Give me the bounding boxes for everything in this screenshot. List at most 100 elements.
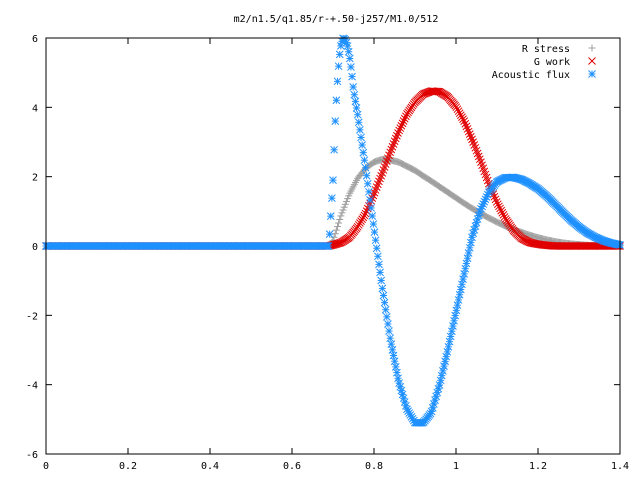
- data-point: [338, 209, 346, 217]
- data-point: [443, 348, 452, 356]
- data-point: [381, 305, 390, 314]
- data-point: [337, 212, 345, 220]
- data-point: [464, 249, 473, 257]
- data-point: [354, 118, 363, 127]
- y-tick-label: 4: [32, 103, 38, 114]
- data-point: [435, 381, 444, 389]
- data-point: [402, 112, 410, 121]
- data-point: [342, 197, 350, 205]
- data-point: [490, 192, 499, 201]
- y-tick-label: 2: [32, 173, 38, 184]
- x-tick-label: 0.2: [119, 461, 137, 472]
- data-point: [390, 357, 399, 366]
- data-point: [458, 280, 466, 289]
- data-point: [370, 228, 379, 236]
- data-point: [348, 72, 356, 81]
- data-point: [468, 135, 476, 144]
- data-point: [446, 332, 455, 341]
- data-point: [344, 195, 352, 203]
- data-point: [367, 204, 375, 212]
- x-tick-label: 0.4: [201, 461, 219, 472]
- data-point: [341, 200, 349, 208]
- data-point: [463, 254, 472, 263]
- data-point: [396, 124, 405, 132]
- data-point: [389, 140, 398, 148]
- data-point: [460, 270, 469, 278]
- axes: 0 0.2 0.4 0.6 0.8 1 1.2 1.4 -6 -4 -2 0 2 4 6: [26, 34, 629, 472]
- data-point: [358, 215, 367, 224]
- data-point: [447, 327, 456, 336]
- data-point: [354, 221, 363, 229]
- data-point: [454, 107, 463, 116]
- data-point: [372, 244, 381, 253]
- data-point: [456, 111, 465, 120]
- data-point: [472, 146, 481, 155]
- data-point: [498, 208, 507, 217]
- data-point: [491, 195, 500, 204]
- data-point: [375, 260, 383, 269]
- data-point: [349, 83, 358, 91]
- x-tick-label: 0: [43, 461, 49, 472]
- legend-label: G work: [534, 57, 570, 68]
- data-point: [347, 63, 355, 71]
- data-point: [379, 291, 388, 300]
- data-point: [391, 134, 400, 143]
- x-tick-label: 1.2: [529, 461, 547, 472]
- data-point: [376, 268, 384, 277]
- data-point: [459, 275, 467, 283]
- data-point: [442, 352, 451, 361]
- data-point: [436, 376, 445, 385]
- data-point: [350, 90, 359, 99]
- data-point: [363, 204, 372, 213]
- data-point: [363, 179, 372, 188]
- data-point: [462, 122, 471, 131]
- data-point: [377, 276, 386, 285]
- data-point: [352, 104, 361, 112]
- series-r-stress: [42, 155, 624, 250]
- data-point: [326, 212, 335, 221]
- y-tick-label: 0: [32, 242, 38, 253]
- data-point: [390, 137, 399, 146]
- data-point: [359, 148, 368, 157]
- data-point: [365, 187, 373, 196]
- x-tick-label: 0.8: [365, 461, 383, 472]
- legend-label: Acoustic flux: [492, 70, 570, 81]
- data-point: [387, 145, 396, 154]
- data-point: [366, 196, 374, 204]
- data-point: [388, 142, 397, 151]
- data-point: [335, 219, 343, 227]
- data-point: [461, 264, 470, 273]
- data-point: [473, 149, 482, 158]
- data-point: [445, 337, 454, 346]
- data-point: [376, 174, 384, 183]
- legend: R stress G work Acoustic flux: [492, 44, 596, 81]
- data-point: [465, 243, 474, 252]
- data-point: [394, 374, 402, 383]
- data-point: [340, 203, 348, 211]
- data-point: [325, 230, 334, 239]
- data-point: [351, 97, 360, 106]
- data-point: [452, 103, 461, 112]
- data-point: [452, 306, 461, 315]
- data-point: [375, 177, 383, 186]
- data-point: [378, 284, 387, 293]
- data-point: [382, 312, 391, 321]
- data-point: [386, 334, 395, 343]
- legend-marker: [588, 44, 596, 52]
- chart-title: m2/n1.5/q1.85/r-+.50-j257/M1.0/512: [234, 14, 439, 25]
- data-point: [470, 141, 479, 149]
- data-point: [493, 200, 502, 209]
- data-point: [359, 213, 368, 222]
- data-point: [460, 117, 469, 125]
- data-point: [333, 77, 342, 86]
- data-point: [362, 207, 371, 215]
- plot-frame: [45, 37, 621, 455]
- data-point: [361, 163, 370, 172]
- data-point: [360, 156, 369, 165]
- data-point: [441, 357, 449, 366]
- data-point: [369, 220, 378, 228]
- data-point: [335, 50, 344, 59]
- data-point: [395, 126, 403, 135]
- data-point: [394, 129, 402, 137]
- data-point: [339, 206, 347, 214]
